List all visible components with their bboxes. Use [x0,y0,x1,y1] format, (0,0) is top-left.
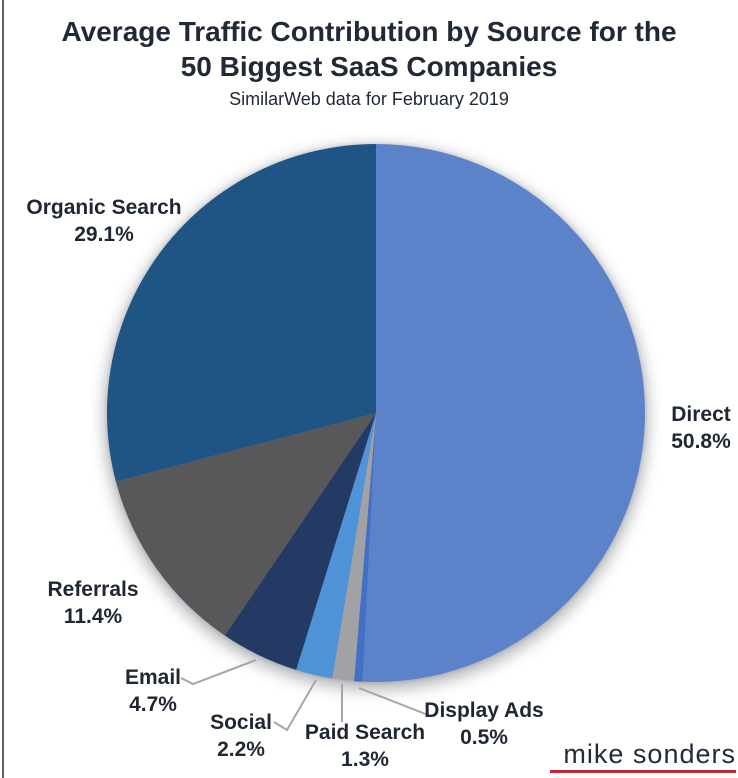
slice-label-value-email: 4.7% [129,693,177,716]
slice-label-name-direct: Direct [671,403,731,426]
pie-slice-direct [362,144,646,682]
leader-line-email [180,659,257,686]
slice-label-value-paid-search: 1.3% [341,748,389,771]
pie-slice-display-ads [354,413,376,682]
logo-text: mike sonders [563,739,736,769]
pie-slice-social [296,413,376,679]
leader-line-social [273,679,317,732]
slice-label-value-referrals: 11.4% [63,605,123,628]
left-edge-line [2,0,4,778]
slice-label-organic-search: Organic Search 29.1% [26,194,181,248]
chart-subtitle: SimilarWeb data for February 2019 [229,89,509,109]
slice-label-value-display-ads: 0.5% [460,726,508,749]
slice-label-name-organic-search: Organic Search [26,196,182,219]
chart-title-line1: Average Traffic Contribution by Source f… [61,16,677,47]
slice-label-value-social: 2.2% [217,738,265,761]
slice-label-name-display-ads: Display Ads [424,699,544,722]
pie-slice-organic-search [107,144,376,482]
slice-label-social: Social 2.2% [210,709,272,763]
slice-label-paid-search: Paid Search 1.3% [305,719,425,773]
slice-label-direct: Direct 50.8% [671,401,731,455]
pie-slice-paid-search [332,413,376,682]
slice-label-name-referrals: Referrals [47,578,139,601]
slice-label-referrals: Referrals 11.4% [47,576,138,630]
slice-label-email: Email 4.7% [125,664,181,718]
leader-lines [180,659,429,732]
logo: mike sonders [550,740,736,773]
leader-line-display-ads [358,687,429,716]
pie-slice-referrals [115,413,376,636]
slice-label-value-organic-search: 29.1% [74,223,134,246]
slice-label-name-paid-search: Paid Search [304,721,426,744]
slice-label-name-email: Email [124,666,182,689]
slice-label-value-direct: 50.8% [671,430,731,453]
slice-label-display-ads: Display Ads 0.5% [424,697,543,751]
pie-slice-email [224,413,376,670]
pie-slices [107,144,646,682]
chart-title-line2: 50 Biggest SaaS Companies [180,51,558,82]
chart-title: Average Traffic Contribution by Source f… [0,14,738,84]
logo-underline [550,770,736,773]
slice-label-name-social: Social [210,711,272,734]
